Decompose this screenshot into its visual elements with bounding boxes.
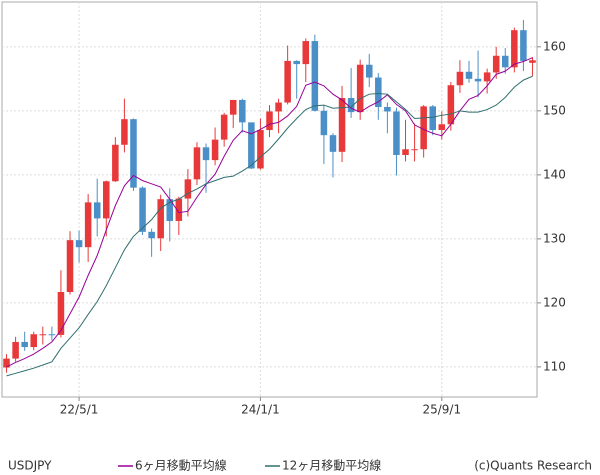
candle-body <box>447 85 455 125</box>
legend-label: 6ヶ月移動平均線 <box>135 458 227 473</box>
candle-body <box>293 60 300 65</box>
candle-body <box>3 358 10 368</box>
candle-body <box>148 231 155 239</box>
candle-body <box>474 78 482 82</box>
candle-body <box>266 111 273 131</box>
candle-body <box>456 71 464 86</box>
candle-body <box>384 106 391 112</box>
candle-body <box>257 130 264 169</box>
candle-body <box>420 106 427 150</box>
candle-body <box>511 30 518 68</box>
candle-body <box>21 341 28 348</box>
candle-body <box>175 198 183 221</box>
candle-body <box>248 122 255 169</box>
moving-average-line <box>6 75 533 377</box>
candle-body <box>57 292 65 335</box>
candle-body <box>84 202 92 248</box>
candle-body <box>411 149 418 151</box>
candle-body <box>375 77 382 107</box>
candle-body <box>302 41 310 65</box>
candle-body <box>211 139 219 161</box>
candle-body <box>48 334 56 336</box>
x-tick-label: 22/5/1 <box>60 403 99 417</box>
plot-frame <box>1 1 538 398</box>
candle-body <box>338 98 346 152</box>
y-tick-label: 120 <box>543 295 566 309</box>
candle-body <box>39 334 47 336</box>
candle-body <box>365 64 373 78</box>
candle-body <box>501 55 509 68</box>
candle-body <box>429 106 436 131</box>
candle-body <box>320 110 328 136</box>
candle-body <box>284 60 291 103</box>
candle-body <box>130 119 137 188</box>
candle-body <box>166 199 174 221</box>
candle-body <box>393 111 400 156</box>
y-tick-label: 130 <box>543 231 566 245</box>
y-tick-label: 110 <box>543 359 566 373</box>
symbol-label: USDJPY <box>8 459 52 473</box>
candle-body <box>121 119 128 145</box>
candle-body <box>184 179 192 199</box>
candle-body <box>347 98 355 113</box>
y-tick-label: 160 <box>543 39 566 53</box>
moving-average-line <box>6 57 533 368</box>
y-tick-label: 150 <box>543 103 566 117</box>
candle-body <box>66 240 74 293</box>
candle-body <box>193 147 201 180</box>
x-tick-label: 24/1/1 <box>241 403 280 417</box>
candle-body <box>311 41 319 111</box>
candle-body <box>239 99 246 123</box>
candle-body <box>520 30 527 61</box>
candle-body <box>492 55 500 73</box>
candle-body <box>229 99 237 115</box>
candle-body <box>103 181 110 219</box>
candle-body <box>12 341 19 359</box>
candle-body <box>356 64 364 113</box>
candle-body <box>139 187 146 232</box>
candle-body <box>465 71 473 79</box>
candle-body <box>202 147 210 161</box>
y-tick-label: 140 <box>543 167 566 181</box>
candle-body <box>275 102 282 112</box>
candle-body <box>402 149 409 156</box>
candle-body <box>529 60 536 63</box>
candle-body <box>112 144 119 182</box>
candle-body <box>157 199 164 239</box>
candle-body <box>329 135 337 152</box>
candle-body <box>30 334 38 348</box>
candle-body <box>438 124 446 131</box>
candle-body <box>75 240 83 248</box>
candle-body <box>220 114 228 140</box>
legend-label: 12ヶ月移動平均線 <box>282 458 381 473</box>
candle-body <box>483 72 491 82</box>
x-tick-label: 25/9/1 <box>422 403 461 417</box>
candle-body <box>93 202 101 219</box>
copyright: (c)Quants Research <box>474 459 592 473</box>
